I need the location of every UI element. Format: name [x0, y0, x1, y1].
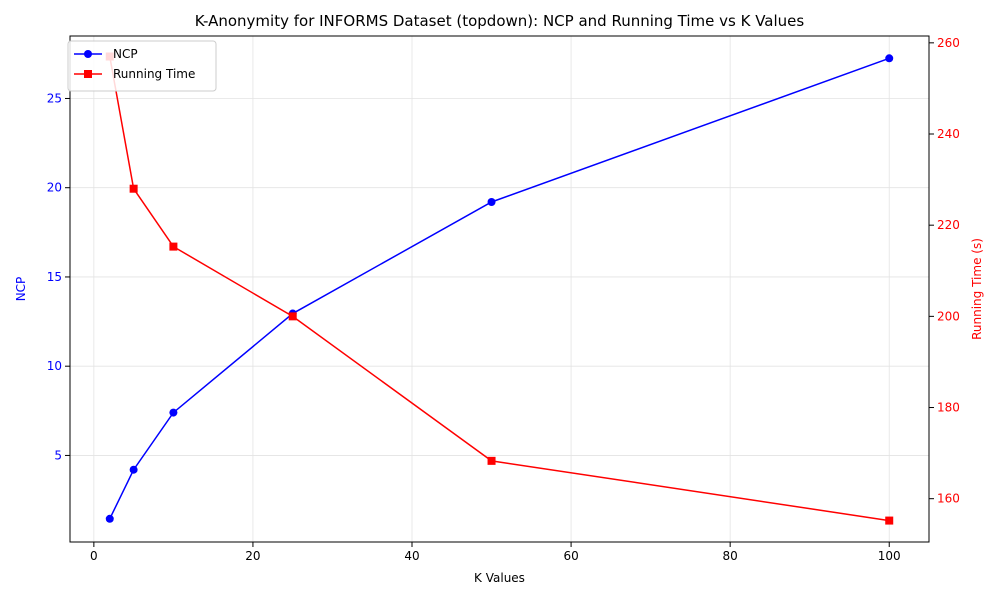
y-left-tick-label: 15 — [47, 270, 62, 284]
y-axis-left: 5 10 15 20 25 — [47, 91, 70, 462]
y-right-tick-label: 240 — [937, 127, 960, 141]
legend-ncp-marker — [84, 50, 92, 58]
grid-layer — [70, 36, 929, 542]
y-right-tick-label: 180 — [937, 401, 960, 415]
data-point-running-time — [129, 184, 138, 193]
data-point-running-time — [487, 456, 496, 465]
series-line-running-time — [109, 56, 890, 522]
y-left-tick-label: 5 — [54, 448, 62, 462]
data-point-running-time — [169, 242, 178, 251]
x-tick-label: 40 — [404, 549, 419, 563]
legend-box — [67, 40, 217, 92]
y-left-tick-label: 10 — [47, 359, 62, 373]
data-point-running-time — [288, 312, 297, 321]
y-right-tick-label: 200 — [937, 309, 960, 323]
x-tick-label: 60 — [563, 549, 578, 563]
y-right-tick-label: 260 — [937, 36, 960, 50]
y-axis-left-label: NCP — [14, 277, 28, 302]
x-axis: 0 20 40 60 80 100 — [90, 542, 901, 563]
data-point-ncp — [169, 408, 178, 417]
chart-title: K-Anonymity for INFORMS Dataset (topdown… — [195, 12, 805, 30]
x-axis-label: K Values — [474, 571, 525, 585]
x-tick-label: 20 — [245, 549, 260, 563]
plot-frame — [69, 35, 930, 543]
x-tick-label: 80 — [723, 549, 738, 563]
y-right-tick-label: 220 — [937, 218, 960, 232]
x-tick-label: 100 — [878, 549, 901, 563]
legend-ncp-label: NCP — [113, 47, 138, 61]
y-axis-right: 160 180 200 220 240 260 — [929, 36, 960, 506]
data-point-ncp — [129, 465, 138, 474]
legend-runtime-label: Running Time — [113, 67, 195, 81]
x-tick-label: 0 — [90, 549, 98, 563]
y-left-tick-label: 25 — [47, 91, 62, 105]
data-point-ncp — [885, 54, 894, 63]
y-left-tick-label: 20 — [47, 181, 62, 195]
series-line-ncp — [109, 57, 890, 520]
legend-runtime-marker — [84, 70, 92, 78]
legend: NCP Running Time — [67, 40, 217, 92]
data-point-running-time — [885, 516, 894, 525]
y-axis-right-label: Running Time (s) — [970, 238, 984, 340]
data-point-ncp — [105, 514, 114, 523]
y-right-tick-label: 160 — [937, 492, 960, 506]
data-point-ncp — [487, 197, 496, 206]
